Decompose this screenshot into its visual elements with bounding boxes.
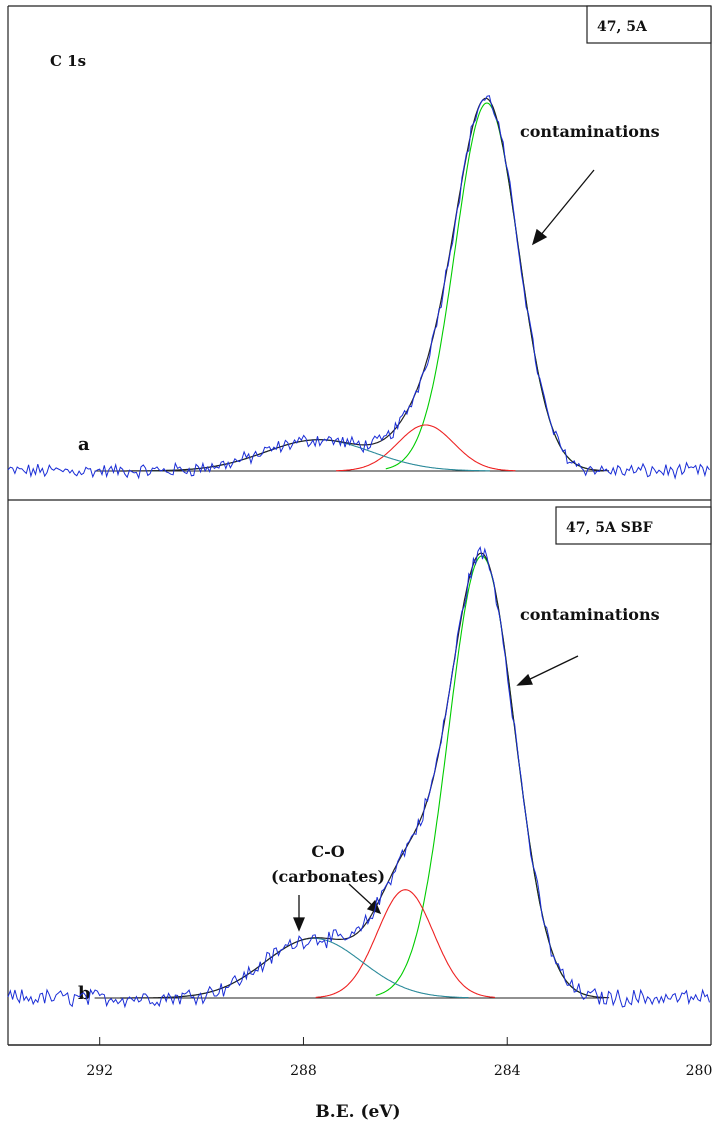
sample-label-b: 47, 5A SBF <box>566 520 653 536</box>
panel-b-peak-c-o <box>316 890 495 998</box>
arrow-contaminations-b <box>518 656 578 685</box>
core-level-label: C 1s <box>50 52 86 70</box>
panel-b-peak-carbonates <box>159 938 469 997</box>
panel-a-peak-c-c-c-h <box>386 103 588 469</box>
arrow-carbonates <box>294 895 304 930</box>
x-axis-ticks: 292 288 284 280 <box>86 1037 712 1079</box>
x-tick-label: 288 <box>290 1063 317 1079</box>
panel-a-peak-carbonates <box>148 440 490 471</box>
annotation-contaminations-a: contaminations <box>520 122 660 141</box>
x-tick-label: 284 <box>494 1063 521 1079</box>
panel-a-measured-spectrum-line <box>8 96 710 478</box>
x-tick-label: 280 <box>686 1063 713 1079</box>
panel-letter-a: a <box>78 434 90 455</box>
annotation-carbonates: (carbonates) <box>271 867 385 886</box>
x-tick-label: 292 <box>86 1063 113 1079</box>
panel-a-envelope-line <box>120 98 609 471</box>
x-axis-title: B.E. (eV) <box>315 1102 400 1122</box>
arrow-contaminations-a <box>533 170 594 244</box>
sample-label-a: 47, 5A <box>597 19 648 35</box>
annotation-contaminations-b: contaminations <box>520 605 660 624</box>
panel-a-peak-c-o <box>336 425 515 471</box>
annotation-c-o: C-O <box>311 842 344 861</box>
panel-a-plot <box>8 96 710 478</box>
